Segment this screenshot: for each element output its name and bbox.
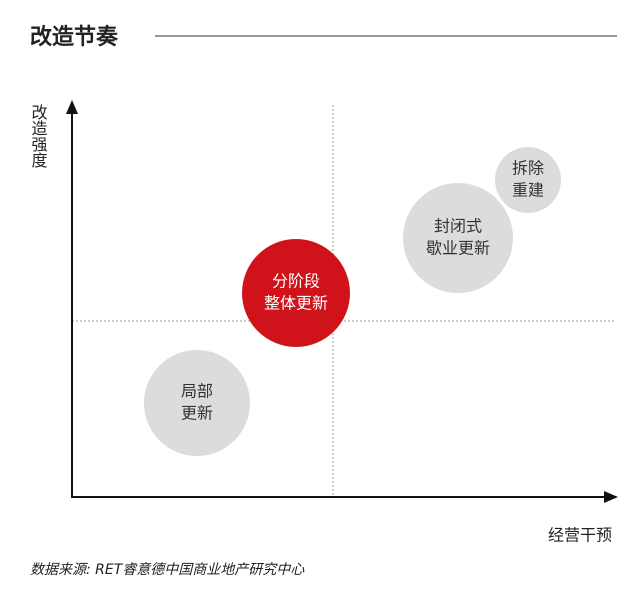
bubble-label: 更新 (181, 404, 213, 423)
bubble (144, 350, 250, 456)
bubble (495, 147, 561, 213)
bubble-label: 拆除 (512, 159, 544, 178)
bubble-label: 封闭式 (434, 217, 482, 236)
bubble (403, 183, 513, 293)
bubble (242, 239, 350, 347)
bubble-label: 局部 (181, 382, 213, 401)
y-axis-label: 改造强度 (29, 104, 48, 168)
source: 数据来源: RET睿意德中国商业地产研究中心 (30, 562, 305, 578)
title: 改造节奏 (30, 24, 119, 50)
y-axis-arrow (66, 100, 78, 114)
bubble-label: 整体更新 (264, 294, 328, 313)
x-axis-label: 经营干预 (548, 526, 612, 545)
bubble-label: 歇业更新 (426, 239, 490, 258)
x-axis-arrow (604, 491, 618, 503)
bubble-label: 分阶段 (272, 272, 320, 291)
bubble-label: 重建 (512, 181, 544, 200)
